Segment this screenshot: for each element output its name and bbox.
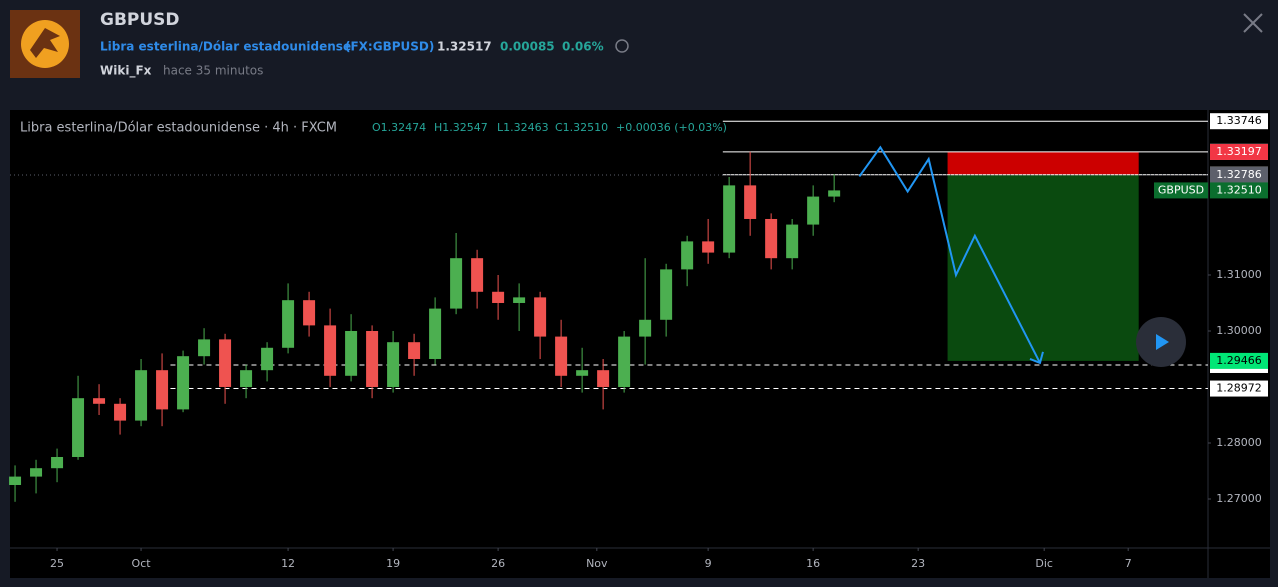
candle-body	[450, 258, 463, 309]
y-tick-label: 1.31000	[1216, 268, 1262, 281]
candle-body	[408, 342, 421, 359]
symbol-name[interactable]: Libra esterlina/Dólar estadounidense	[100, 40, 351, 54]
ticker[interactable]: (FX:GBPUSD)	[345, 40, 434, 54]
price-tag-label: 1.32510	[1216, 183, 1262, 196]
x-tick-label: 25	[50, 557, 64, 570]
stop-zone	[947, 151, 1139, 175]
candle-body	[324, 325, 337, 376]
plot	[9, 120, 1211, 551]
candle-body	[471, 258, 484, 292]
candle-body	[492, 291, 505, 303]
price-tag-label: 1.33197	[1216, 145, 1262, 158]
candle-body	[744, 185, 757, 219]
x-tick-label: 12	[281, 557, 295, 570]
time: hace 35 minutos	[163, 64, 263, 78]
projection-line	[858, 145, 1041, 364]
candle-body	[828, 190, 841, 197]
candle-body	[660, 269, 673, 320]
price-tag	[1210, 380, 1268, 397]
x-tick-label: Dic	[1035, 557, 1053, 570]
last-price-name-tag	[1154, 182, 1208, 199]
symbol: GBPUSD	[100, 10, 180, 30]
candle-body	[240, 370, 253, 387]
candle-body	[807, 196, 820, 225]
x-tick-label: 16	[806, 557, 820, 570]
candle-body	[114, 403, 127, 421]
price: 1.32517	[437, 40, 492, 54]
legend-low: L1.32463	[497, 121, 549, 134]
price-tag	[1210, 352, 1268, 369]
play-icon[interactable]	[1156, 334, 1169, 350]
legend-close: C1.32510	[555, 121, 608, 134]
candle-body	[366, 330, 379, 387]
candle-body	[513, 297, 526, 303]
x-tick-label: 19	[386, 557, 400, 570]
price-tag	[1210, 166, 1268, 183]
candle-body	[639, 319, 652, 337]
candle-body	[198, 339, 211, 357]
price-tag-label: 1.32786	[1216, 168, 1262, 181]
candle-body	[72, 398, 85, 457]
x-tick-label: 7	[1125, 557, 1132, 570]
legend-open: O1.32474	[372, 121, 426, 134]
candle-body	[534, 297, 547, 337]
x-tick-label: 23	[911, 557, 925, 570]
x-tick-label: 9	[705, 557, 712, 570]
author[interactable]: Wiki_Fx	[100, 64, 152, 79]
candle-body	[555, 336, 568, 376]
alert-icon[interactable]	[615, 39, 629, 53]
x-tick-label: 26	[491, 557, 505, 570]
candle-body	[786, 224, 799, 259]
candle-body	[156, 370, 169, 410]
y-tick-label: 1.28000	[1216, 436, 1262, 449]
price-tag	[1210, 113, 1268, 130]
candle-body	[618, 336, 631, 387]
y-tick-label: 1.27000	[1216, 492, 1262, 505]
candle-body	[702, 241, 715, 253]
candle-body	[345, 330, 358, 376]
candle-body	[429, 308, 442, 359]
change-pct: 0.06%	[562, 40, 604, 54]
candle-body	[597, 370, 610, 387]
candle-body	[303, 300, 316, 326]
candle-body	[135, 370, 148, 421]
projection-arrow	[1029, 351, 1044, 365]
legend-change: +0.00036 (+0.03%)	[616, 121, 727, 134]
price-tag-label: 1.28972	[1216, 382, 1262, 395]
last-price-name: GBPUSD	[1158, 183, 1204, 196]
logo-eagle	[30, 28, 60, 58]
x-tick-label: Nov	[586, 557, 608, 570]
candle-body	[93, 398, 106, 404]
legend-high: H1.32547	[434, 121, 488, 134]
candle-body	[30, 468, 43, 477]
close-button[interactable]	[1243, 13, 1263, 33]
y-tick-label: 1.30000	[1216, 324, 1262, 337]
price-tag-label: 1.33746	[1216, 114, 1262, 127]
candle-body	[219, 339, 232, 387]
candle-body	[681, 241, 694, 270]
change: 0.00085	[500, 40, 555, 54]
candle-body	[51, 456, 64, 469]
candle-body	[765, 218, 778, 259]
candle-body	[576, 370, 589, 376]
candle-body	[387, 342, 400, 387]
price-tag-label: 1.29466	[1216, 354, 1262, 367]
candle-body	[177, 356, 190, 410]
candle-body	[261, 347, 274, 371]
legend-title: Libra esterlina/Dólar estadounidense · 4…	[20, 121, 337, 136]
candle-body	[282, 300, 295, 348]
candle-body	[9, 476, 22, 485]
x-tick-label: Oct	[132, 557, 152, 570]
price-tag	[1210, 182, 1268, 199]
candle-body	[723, 185, 736, 253]
target-zone	[947, 174, 1139, 361]
price-tag	[1210, 143, 1268, 160]
